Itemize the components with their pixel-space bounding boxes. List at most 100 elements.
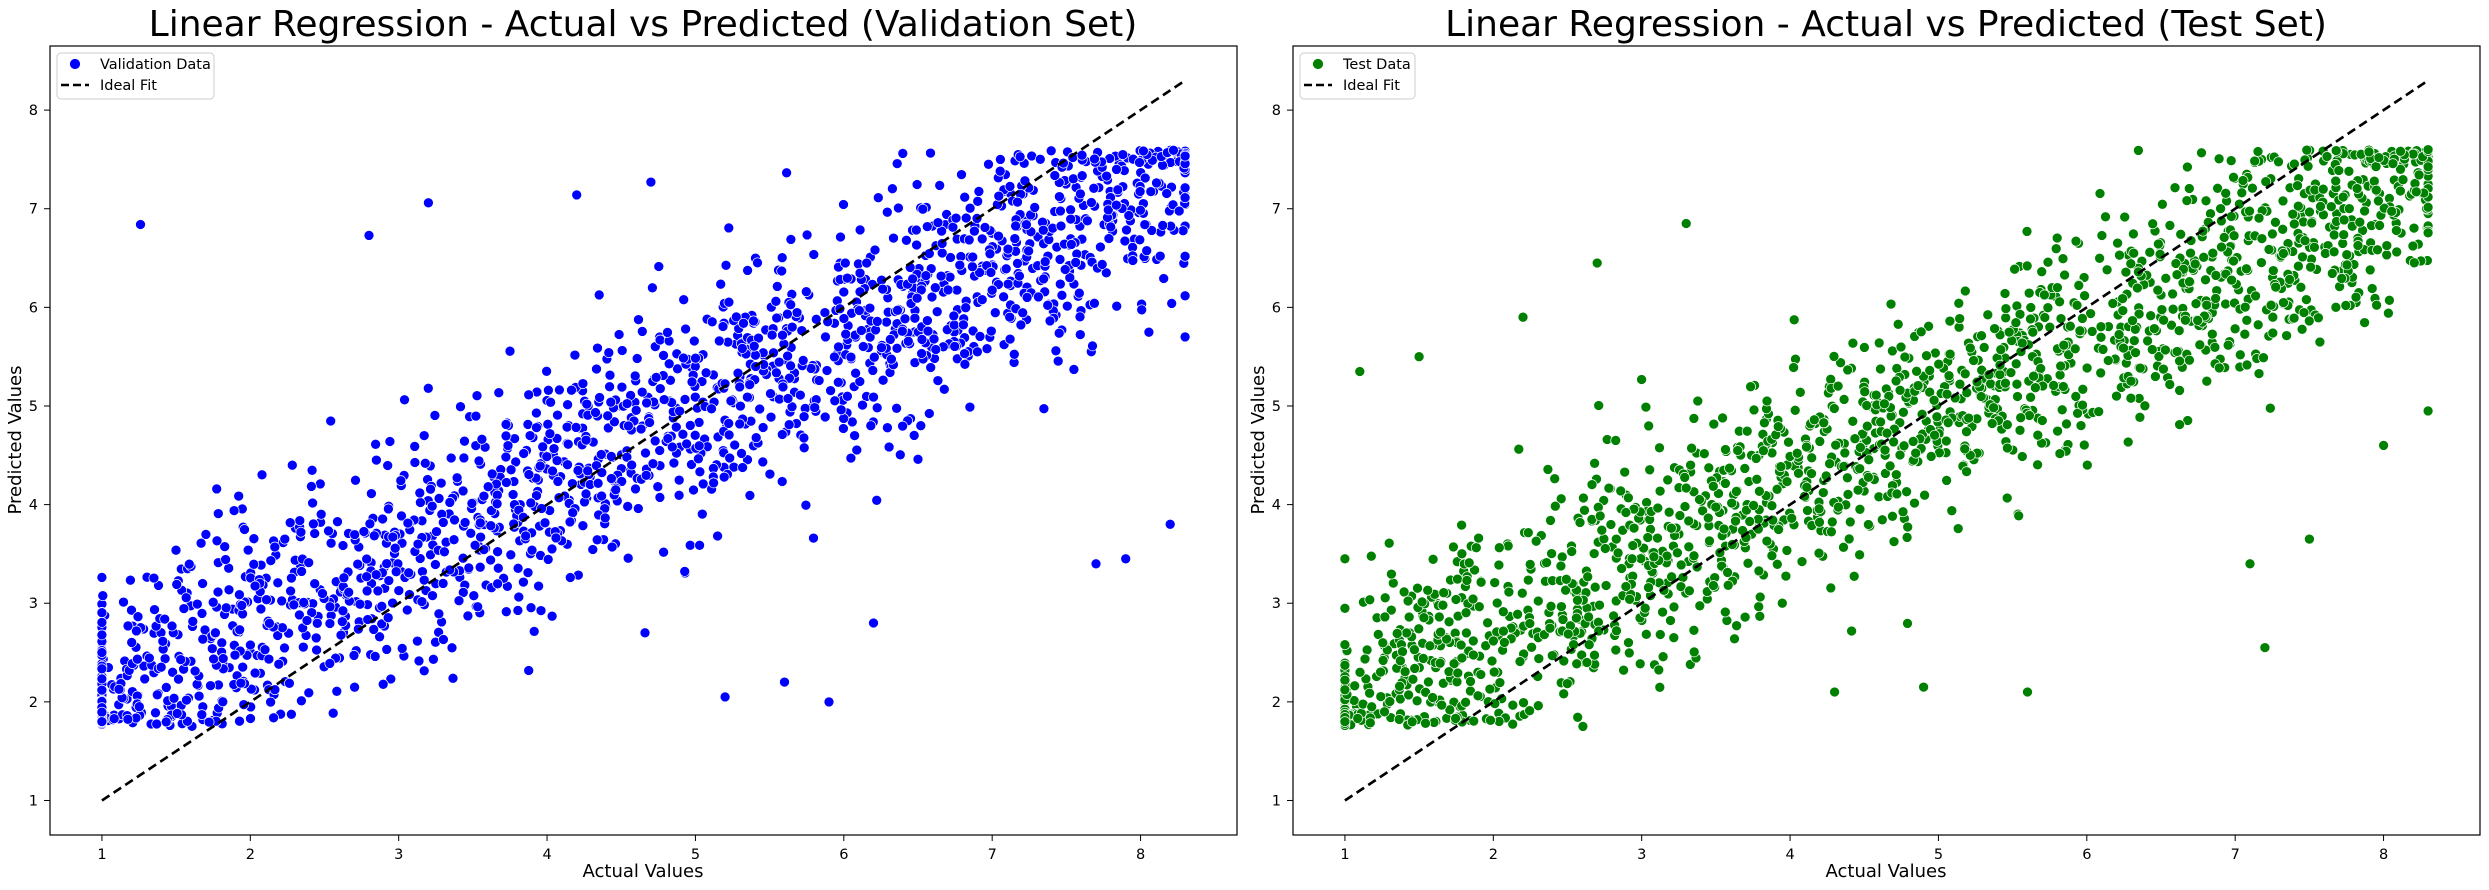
points-layer <box>1339 144 2434 732</box>
data-point <box>1560 584 1571 596</box>
data-point <box>1061 300 1073 312</box>
data-point <box>1555 560 1567 572</box>
data-point <box>2351 183 2363 194</box>
data-point <box>782 308 793 320</box>
data-point <box>1052 355 1064 367</box>
data-point <box>234 715 245 727</box>
data-point <box>268 712 279 724</box>
data-point <box>887 183 898 195</box>
data-point <box>500 419 512 430</box>
data-point <box>633 314 644 325</box>
data-point <box>640 469 652 481</box>
data-point <box>402 517 414 529</box>
data-point <box>1075 188 1086 200</box>
data-point <box>425 483 436 495</box>
data-point <box>2226 274 2237 286</box>
data-point <box>195 537 207 549</box>
data-point <box>2366 283 2378 294</box>
data-point <box>433 608 445 620</box>
data-point <box>1054 191 1065 202</box>
x-tick-label: 8 <box>2379 847 2388 863</box>
data-point <box>374 631 385 643</box>
data-point <box>2081 459 2093 471</box>
data-point <box>1652 532 1663 544</box>
data-point <box>1766 550 1778 562</box>
data-point <box>636 326 648 337</box>
data-point <box>2032 429 2044 441</box>
data-point <box>829 351 840 363</box>
data-point <box>2298 307 2310 318</box>
data-point <box>734 381 746 393</box>
data-point <box>1891 488 1903 500</box>
data-point <box>324 618 336 629</box>
y-axis-label: Predicted Values <box>5 365 26 514</box>
data-point <box>96 647 108 658</box>
data-point <box>193 690 205 702</box>
data-point <box>2000 377 2011 389</box>
data-point <box>151 718 163 730</box>
data-point <box>2054 369 2066 381</box>
data-point <box>181 694 192 706</box>
data-point <box>670 421 682 433</box>
data-point <box>798 432 810 444</box>
data-point <box>766 329 778 341</box>
data-point <box>2175 228 2187 240</box>
data-point <box>1838 394 1850 405</box>
data-point <box>1468 715 1480 727</box>
data-point <box>97 590 109 602</box>
data-point <box>566 384 577 396</box>
data-point <box>2025 391 2036 403</box>
data-point <box>1666 522 1677 534</box>
data-point <box>1662 474 1674 486</box>
data-point <box>1008 348 1020 360</box>
data-point <box>2293 260 2304 272</box>
data-point <box>376 618 388 630</box>
data-point <box>2215 203 2226 214</box>
y-tick-label: 8 <box>1272 103 1281 119</box>
data-point <box>2000 303 2012 314</box>
data-point <box>1839 447 1851 459</box>
data-point <box>2410 186 2422 198</box>
data-point <box>1854 463 1866 474</box>
data-point <box>216 637 228 649</box>
data-point <box>520 530 532 542</box>
data-point <box>719 691 731 703</box>
data-point <box>798 442 810 454</box>
data-point <box>126 604 137 616</box>
data-point <box>2171 346 2183 357</box>
data-point <box>383 575 395 586</box>
data-point <box>160 682 172 693</box>
data-point <box>2174 355 2185 367</box>
data-point <box>1434 657 1446 669</box>
data-point <box>2192 315 2204 326</box>
data-point <box>470 410 482 422</box>
data-point <box>2422 405 2434 417</box>
chart-title: Linear Regression - Actual vs Predicted … <box>149 4 1138 45</box>
data-point <box>377 678 389 690</box>
data-point <box>1838 541 1849 553</box>
data-point <box>2011 378 2023 390</box>
data-point <box>2368 175 2380 187</box>
data-point <box>794 389 806 401</box>
data-point <box>1654 442 1665 454</box>
data-point <box>1038 403 1050 415</box>
data-point <box>954 259 966 271</box>
data-point <box>389 542 401 554</box>
data-point <box>942 284 954 296</box>
data-point <box>245 713 256 724</box>
data-point <box>1141 245 1153 257</box>
data-point <box>907 273 918 285</box>
data-point <box>1134 157 1145 168</box>
data-point <box>2016 337 2028 349</box>
data-point <box>2263 244 2275 255</box>
data-point <box>1586 479 1598 490</box>
data-point <box>1571 658 1583 670</box>
data-point <box>630 483 641 495</box>
data-point <box>1033 291 1044 303</box>
data-point <box>908 430 920 441</box>
data-point <box>686 459 697 470</box>
data-point <box>171 708 183 719</box>
data-point <box>2032 459 2043 471</box>
data-point <box>505 549 517 561</box>
